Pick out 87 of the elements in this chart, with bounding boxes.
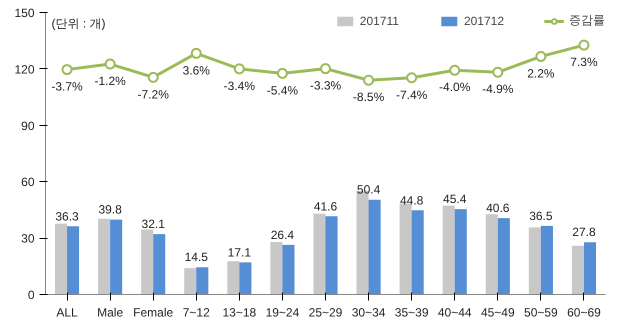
data-label: 36.5 — [529, 208, 553, 223]
x-tick-label: 50~59 — [524, 306, 558, 320]
y-tick-label: 90 — [21, 118, 35, 133]
data-label: 3.6% — [182, 63, 210, 78]
data-label: -4.9% — [482, 82, 514, 96]
bar — [368, 200, 381, 294]
bar — [184, 268, 196, 294]
point — [363, 74, 374, 86]
legend-label: 201712 — [464, 14, 504, 28]
bar — [454, 209, 467, 294]
y-tick-label: 120 — [14, 62, 35, 76]
data-label: -7.4% — [396, 88, 428, 102]
x-tick-label: 30~34 — [352, 306, 386, 320]
x-tick-label: ALL — [56, 306, 78, 320]
data-label: 45.4 — [443, 192, 467, 206]
legend-label: 증감률 — [569, 12, 605, 29]
x-tick-label: Female — [133, 306, 174, 320]
x-tick-label: Male — [97, 306, 124, 320]
bar — [442, 206, 455, 294]
bar — [67, 226, 80, 294]
x-tick-label: 35~39 — [394, 306, 429, 320]
y-tick-label: 150 — [14, 6, 35, 20]
point — [535, 50, 546, 62]
data-label: 40.6 — [486, 201, 510, 216]
x-tick-label: 25~29 — [308, 306, 343, 320]
bar — [326, 216, 338, 294]
bar — [412, 210, 424, 294]
bar — [498, 218, 510, 294]
data-label: 39.8 — [98, 202, 122, 217]
point — [190, 48, 202, 59]
data-label: -8.5% — [352, 90, 385, 104]
data-label: 2.2% — [527, 66, 555, 80]
point — [406, 72, 418, 84]
x-tick-label: 45~49 — [480, 306, 515, 320]
data-label: 41.6 — [314, 199, 338, 214]
bar — [282, 244, 294, 294]
data-label: -3.4% — [224, 78, 256, 93]
y-tick-label: 0 — [28, 288, 35, 302]
bar — [141, 229, 154, 294]
x-tick-label: 40~44 — [438, 306, 472, 320]
data-label: 26.4 — [270, 228, 294, 242]
bar — [239, 262, 252, 294]
bar — [98, 218, 110, 294]
bar — [584, 242, 596, 294]
point — [492, 66, 504, 78]
point — [276, 68, 288, 79]
bar — [54, 224, 68, 294]
data-label: -4.0% — [439, 80, 471, 94]
y-tick-label: 60 — [21, 175, 35, 190]
bar — [153, 234, 166, 294]
y-axis-title: (단위 : 개) — [52, 16, 106, 30]
point — [320, 63, 331, 74]
data-label: 50.4 — [356, 182, 381, 197]
data-label: 14.5 — [184, 250, 208, 264]
point — [62, 64, 73, 76]
bar — [540, 226, 553, 294]
bar — [572, 246, 584, 294]
data-label: 27.8 — [572, 225, 596, 240]
point — [104, 58, 116, 70]
bar — [270, 242, 282, 294]
data-label: 44.8 — [400, 193, 424, 208]
legend-label: 201711 — [360, 14, 399, 28]
data-label: -7.2% — [138, 87, 170, 102]
bar — [110, 220, 122, 294]
x-tick-label: 19~24 — [266, 306, 300, 320]
data-label: 17.1 — [228, 245, 252, 260]
x-tick-label: 13~18 — [222, 306, 257, 320]
x-tick-label: 60~69 — [567, 306, 602, 320]
data-label: 32.1 — [142, 217, 166, 232]
x-tick-label: 7~12 — [182, 306, 210, 320]
y-tick-label: 30 — [21, 232, 35, 246]
point — [449, 64, 460, 76]
point — [148, 72, 159, 83]
bar — [196, 267, 208, 294]
data-label: 7.3% — [570, 55, 598, 70]
bar — [227, 261, 240, 294]
bar — [486, 214, 498, 294]
bar — [528, 227, 541, 294]
data-label: -5.4% — [266, 83, 298, 98]
point — [234, 63, 245, 74]
data-label: -1.2% — [94, 74, 126, 88]
bar — [313, 214, 326, 294]
data-label: -3.3% — [310, 78, 342, 93]
point — [578, 40, 590, 51]
data-label: -3.7% — [51, 80, 84, 94]
bar — [400, 204, 412, 294]
data-label: 36.3 — [55, 209, 80, 224]
